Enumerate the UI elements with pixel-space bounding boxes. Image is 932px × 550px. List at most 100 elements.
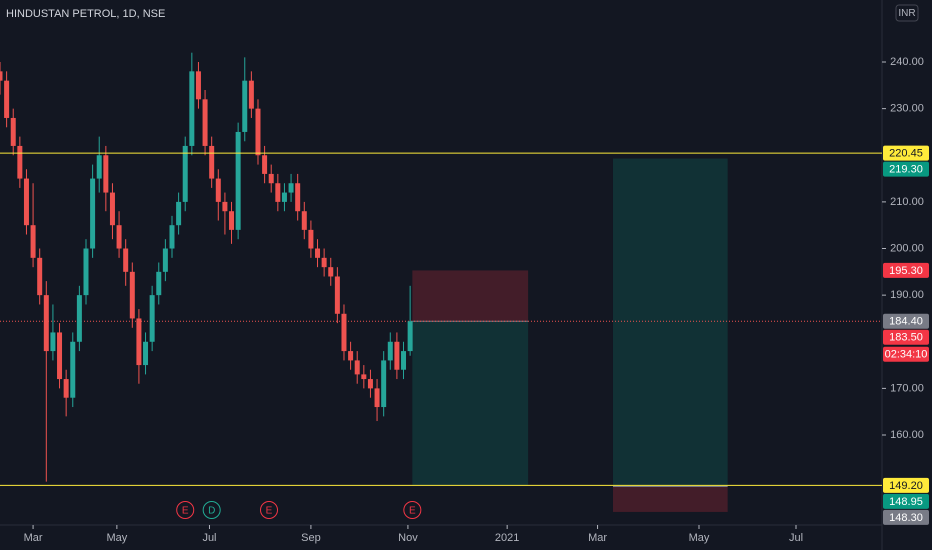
candle-body bbox=[83, 248, 89, 296]
event-marker bbox=[403, 501, 422, 519]
candle-body bbox=[235, 131, 241, 230]
candle-body bbox=[387, 341, 393, 361]
candle-body bbox=[202, 99, 208, 146]
countdown-badge bbox=[883, 346, 929, 362]
candle-body bbox=[222, 201, 228, 212]
candle-body bbox=[17, 145, 23, 179]
price-badge bbox=[883, 477, 929, 493]
x-tick-label: Sep bbox=[301, 532, 321, 544]
candle-body bbox=[57, 332, 63, 380]
candle-body bbox=[4, 80, 10, 118]
event-label: D bbox=[208, 506, 215, 517]
candle-body bbox=[10, 117, 16, 146]
position-reward bbox=[612, 158, 728, 487]
price-badge bbox=[883, 509, 929, 525]
price-badge-label: 220.45 bbox=[889, 148, 923, 160]
countdown: 02:34:10 bbox=[885, 349, 928, 361]
candle-body bbox=[215, 178, 221, 202]
candle-body bbox=[367, 379, 373, 389]
y-tick-label: 160.00 bbox=[890, 429, 924, 441]
candle-body bbox=[308, 229, 314, 249]
candle-body bbox=[328, 267, 334, 277]
x-tick-label: Jul bbox=[789, 532, 803, 544]
price-badge-label: 219.30 bbox=[889, 164, 923, 176]
candle-body bbox=[129, 271, 135, 319]
y-tick-label: 170.00 bbox=[890, 382, 924, 394]
x-tick-label: May bbox=[689, 532, 710, 544]
price-badge bbox=[883, 329, 929, 345]
position-risk bbox=[612, 486, 728, 512]
candle-body bbox=[374, 388, 380, 408]
candle-body bbox=[301, 211, 307, 230]
candle-body bbox=[43, 295, 49, 352]
candle-body bbox=[321, 257, 327, 268]
price-badge-label: 183.50 bbox=[889, 332, 923, 344]
candle-body bbox=[407, 321, 413, 352]
price-badge-label: 149.20 bbox=[889, 480, 923, 492]
candle-body bbox=[209, 145, 215, 179]
event-marker bbox=[202, 501, 221, 519]
event-label: E bbox=[266, 506, 273, 517]
candle-body bbox=[361, 374, 367, 380]
candle-body bbox=[50, 332, 56, 352]
candle-body bbox=[242, 80, 248, 132]
y-tick-label: 240.00 bbox=[890, 56, 924, 68]
candle-body bbox=[176, 201, 182, 226]
candle-body bbox=[162, 248, 168, 272]
candle-body bbox=[341, 313, 347, 352]
price-badge-label: 184.40 bbox=[889, 316, 923, 328]
position-risk bbox=[412, 270, 529, 322]
candle-body bbox=[116, 225, 122, 249]
event-label: E bbox=[182, 506, 189, 517]
price-badge-label: 148.30 bbox=[889, 512, 923, 524]
candle-body bbox=[143, 341, 149, 366]
candle-body bbox=[295, 183, 301, 212]
candle-body bbox=[123, 248, 129, 272]
candle-body bbox=[96, 155, 102, 179]
candle-body bbox=[76, 295, 82, 342]
price-badge bbox=[883, 161, 929, 177]
y-tick-label: 200.00 bbox=[890, 242, 924, 254]
candle-body bbox=[30, 225, 36, 258]
candle-body bbox=[262, 155, 268, 174]
x-tick-label: 2021 bbox=[495, 532, 519, 544]
y-tick-label: 190.00 bbox=[890, 289, 924, 301]
candle-body bbox=[23, 178, 29, 226]
candle-body bbox=[70, 341, 76, 398]
candle-body bbox=[268, 173, 274, 184]
candle-body bbox=[281, 192, 287, 202]
price-badge bbox=[883, 493, 929, 509]
candle-body bbox=[109, 192, 115, 226]
chart-title: HINDUSTAN PETROL, 1D, NSE bbox=[6, 8, 165, 20]
x-tick-label: Jul bbox=[202, 532, 216, 544]
candle-body bbox=[136, 318, 142, 366]
candle-body bbox=[248, 80, 254, 109]
candle-body bbox=[189, 71, 195, 146]
x-tick-label: Nov bbox=[398, 532, 418, 544]
event-marker bbox=[260, 501, 279, 519]
price-badge-label: 195.30 bbox=[889, 265, 923, 277]
candle-body bbox=[103, 155, 109, 193]
candle-body bbox=[169, 225, 175, 249]
currency-button[interactable] bbox=[895, 4, 919, 22]
candle-body bbox=[0, 71, 3, 81]
candle-body bbox=[381, 360, 387, 408]
candle-body bbox=[288, 183, 294, 193]
price-badge bbox=[883, 145, 929, 161]
candle-body bbox=[195, 71, 201, 100]
price-badge bbox=[883, 313, 929, 329]
candle-body bbox=[348, 351, 354, 361]
candle-body bbox=[255, 108, 261, 156]
candle-body bbox=[229, 211, 235, 230]
currency-label: INR bbox=[898, 8, 915, 19]
candle-body bbox=[275, 183, 281, 202]
event-marker bbox=[176, 501, 195, 519]
y-tick-label: 230.00 bbox=[890, 103, 924, 115]
candle-body bbox=[149, 295, 155, 342]
candle-body bbox=[394, 341, 400, 370]
candle-body bbox=[334, 276, 340, 314]
price-badge-label: 148.95 bbox=[889, 496, 923, 508]
candle-body bbox=[90, 178, 96, 249]
